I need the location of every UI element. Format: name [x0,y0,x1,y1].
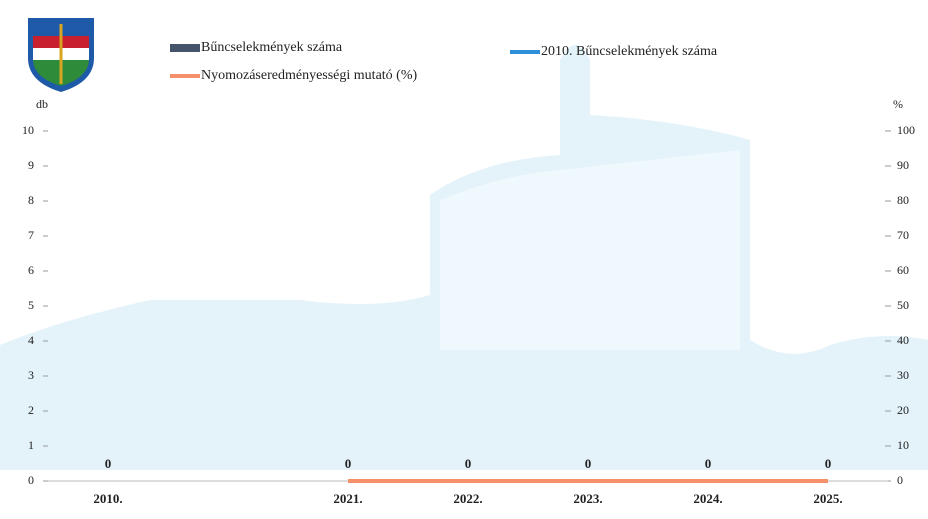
y-tick-label: 1 [28,438,34,452]
legend-label: 2010. Bűncselekmények száma [541,44,718,59]
data-label: 0 [585,456,592,471]
y2-axis-label: % [893,97,903,111]
y2-tick-label: 90 [897,158,909,172]
logo [28,18,94,92]
x-tick-label: 2021. [333,491,362,506]
chart: db % 01234567891001020304050607080901002… [0,0,928,519]
y-tick-label: 8 [28,193,34,207]
y-tick-label: 6 [28,263,34,277]
y-tick-label: 4 [28,333,34,347]
y2-tick-label: 30 [897,368,909,382]
x-tick-label: 2022. [453,491,482,506]
legend-label: Nyomozáseredményességi mutató (%) [201,68,417,83]
y2-tick-label: 70 [897,228,909,242]
x-tick-label: 2025. [813,491,842,506]
data-label: 0 [465,456,472,471]
y-tick-label: 0 [28,473,34,487]
y-tick-label: 10 [22,123,34,137]
data-label: 0 [705,456,712,471]
y2-tick-label: 0 [897,473,903,487]
y2-tick-label: 10 [897,438,909,452]
legend-swatch [170,44,200,52]
data-label: 0 [345,456,352,471]
y2-tick-label: 40 [897,333,909,347]
x-tick-label: 2024. [693,491,722,506]
y2-tick-label: 100 [897,123,915,137]
y-tick-label: 7 [28,228,34,242]
y2-tick-label: 20 [897,403,909,417]
y2-tick-label: 60 [897,263,909,277]
y2-tick-label: 80 [897,193,909,207]
data-label: 0 [825,456,832,471]
data-label: 0 [105,456,112,471]
y-tick-label: 2 [28,403,34,417]
watermark [0,45,928,470]
y-tick-label: 9 [28,158,34,172]
y-axis-label: db [36,97,48,111]
legend-label: Bűncselekmények száma [201,40,343,55]
y-tick-label: 5 [28,298,34,312]
y-tick-label: 3 [28,368,34,382]
y2-tick-label: 50 [897,298,909,312]
x-tick-label: 2010. [93,491,122,506]
x-tick-label: 2023. [573,491,602,506]
